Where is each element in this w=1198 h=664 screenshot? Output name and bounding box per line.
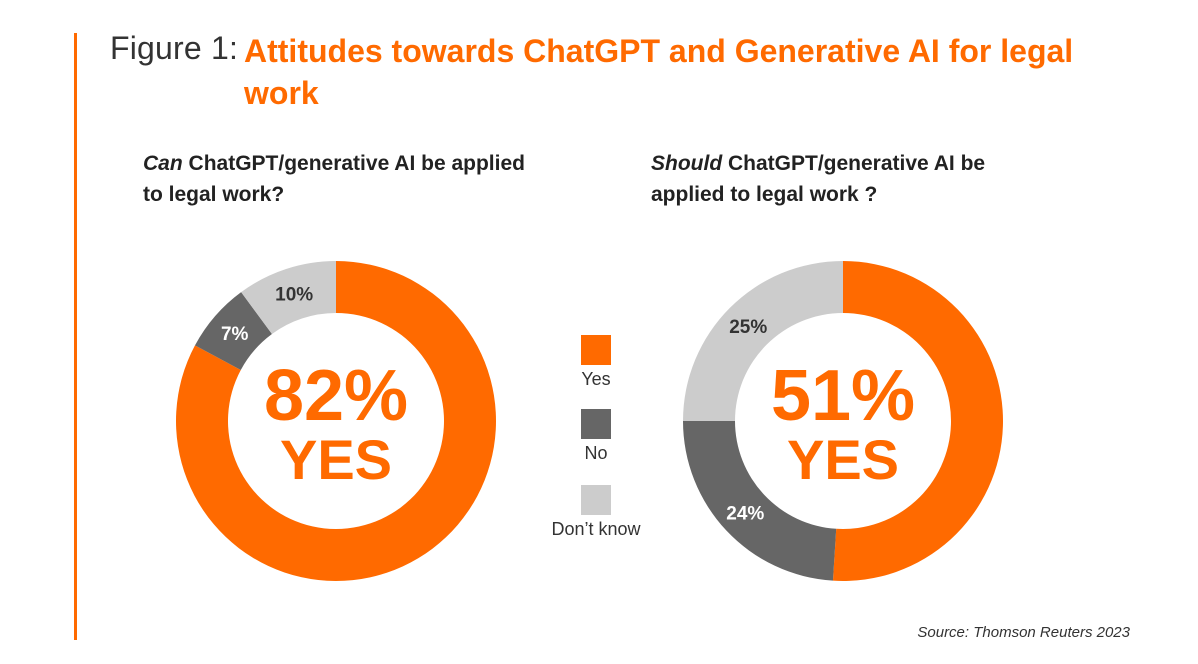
right-donut-slice-dont-know — [683, 261, 843, 421]
legend-swatch-no — [581, 409, 611, 439]
left-question-text: ChatGPT/generative AI be applied to lega… — [143, 152, 525, 206]
left-slice-label-no: 7% — [221, 324, 249, 345]
legend-swatch-yes — [581, 335, 611, 365]
legend-item-yes: Yes — [530, 335, 662, 390]
left-chart-question: Can ChatGPT/generative AI be applied to … — [143, 148, 543, 210]
left-donut-slice-dont-know — [241, 261, 336, 335]
page-title: Attitudes towards ChatGPT and Generative… — [244, 33, 1074, 111]
right-donut-chart: 24% 25%51%YES — [683, 261, 1004, 581]
right-center-label: YES — [787, 428, 899, 491]
left-center-value: 82% — [264, 356, 408, 436]
right-center-value: 51% — [771, 356, 915, 436]
left-question-emphasis: Can — [143, 152, 183, 175]
source-note: Source: Thomson Reuters 2023 — [917, 624, 1130, 641]
right-question-emphasis: Should — [651, 152, 723, 175]
right-donut-slice-yes — [832, 261, 1004, 581]
left-donut-chart: 7% 10% 82%YES — [176, 261, 497, 581]
right-slice-label-no: 24% — [726, 504, 764, 525]
accent-bar — [74, 33, 77, 640]
left-donut-slice-no — [194, 292, 272, 370]
left-slice-label-dont-know: 10% — [275, 285, 313, 306]
left-donut-slice-yes — [176, 261, 497, 581]
legend-item-dont-know: Don’t know — [530, 485, 662, 540]
right-donut-slice-no — [683, 421, 837, 581]
legend-label-yes: Yes — [581, 369, 611, 389]
legend-item-no: No — [530, 409, 662, 464]
left-center-label: YES — [280, 428, 392, 491]
figure-label: Figure 1: — [110, 30, 239, 66]
right-question-text: ChatGPT/generative AI be applied to lega… — [651, 152, 986, 206]
right-slice-label-dont-know: 25% — [729, 317, 767, 338]
right-chart-question: Should ChatGPT/generative AI be applied … — [651, 148, 1051, 210]
legend-label-dont-know: Don’t know — [551, 519, 641, 539]
legend-swatch-dont-know — [581, 485, 611, 515]
legend-label-no: No — [584, 443, 608, 463]
